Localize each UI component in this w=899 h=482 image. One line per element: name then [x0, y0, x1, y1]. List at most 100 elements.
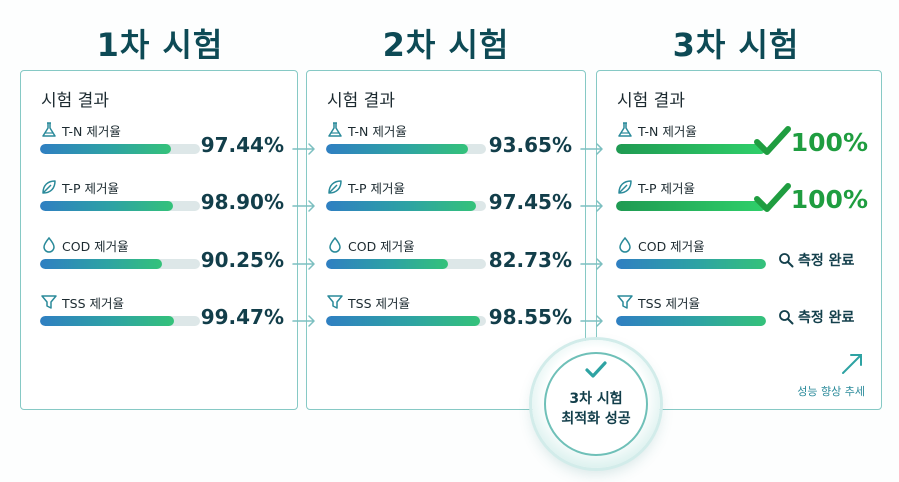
connector-arrow-icon [292, 258, 315, 270]
badge-line-1: 3차 시험 [569, 391, 623, 407]
badge-line-2: 최적화 성공 [561, 411, 631, 427]
metric-value: 93.65% [488, 133, 572, 157]
magnifier-icon [779, 253, 794, 268]
metric-row: COD 제거율 82.73% [306, 233, 586, 275]
flask-icon [326, 121, 344, 139]
drop-icon [326, 236, 344, 254]
funnel-icon [40, 293, 58, 311]
check-icon [585, 361, 607, 378]
metric-label: T-N 제거율 [348, 124, 407, 139]
metric-label: T-P 제거율 [62, 181, 120, 196]
progress-fill [616, 259, 766, 269]
round-1-title: 1차 시험 [96, 26, 224, 64]
metric-label: TSS 제거율 [638, 296, 700, 311]
metric-label: TSS 제거율 [62, 296, 124, 311]
round-2-title: 2차 시험 [382, 26, 510, 64]
progress-fill [40, 259, 162, 269]
metric-row: TSS 제거율 99.47% [20, 290, 298, 332]
metric-label: T-N 제거율 [638, 124, 697, 139]
round-3-panel: 시험 결과 성능 향상 추세 [596, 70, 882, 410]
progress-fill [326, 316, 480, 326]
trend-arrow-icon [842, 354, 862, 374]
metric-label: T-N 제거율 [62, 124, 121, 139]
progress-fill [616, 144, 766, 154]
connector-arrow-icon [580, 315, 603, 327]
metric-row: T-N 제거율 100% [596, 118, 882, 160]
metric-value: 99.47% [200, 305, 284, 329]
flask-icon [616, 121, 634, 139]
metric-value: 90.25% [200, 248, 284, 272]
metric-value: 98.90% [200, 190, 284, 214]
leaf-icon [326, 178, 344, 196]
progress-fill [616, 316, 766, 326]
measured-status: 측정 완료 [778, 250, 854, 270]
progress-track [326, 201, 486, 211]
progress-track [40, 259, 200, 269]
measured-status: 측정 완료 [778, 307, 854, 327]
progress-track [616, 201, 766, 211]
progress-fill [40, 316, 175, 326]
badge-inner-ring [544, 352, 648, 456]
metric-label: COD 제거율 [62, 239, 129, 254]
metric-label: COD 제거율 [638, 239, 705, 254]
progress-track [40, 144, 200, 154]
metric-label: TSS 제거율 [348, 296, 410, 311]
connector-arrow-icon [292, 143, 315, 155]
connector-arrow-icon [292, 200, 315, 212]
metric-row: COD 제거율 90.25% [20, 233, 298, 275]
metric-value: 82.73% [488, 248, 572, 272]
metric-row: T-P 제거율 97.45% [306, 175, 586, 217]
progress-track [326, 259, 486, 269]
progress-fill [326, 259, 448, 269]
checkmark-icon [754, 183, 791, 212]
progress-fill [40, 201, 173, 211]
metric-value: 97.45% [488, 190, 572, 214]
success-badge: 3차 시험 최적화 성공 [532, 340, 660, 468]
connector-arrow-icon [292, 315, 315, 327]
connector-arrow-icon [580, 258, 603, 270]
flask-icon [40, 121, 58, 139]
metric-row: T-P 제거율 98.90% [20, 175, 298, 217]
metric-value: 100% [790, 185, 868, 214]
drop-icon [40, 236, 58, 254]
progress-track [616, 316, 766, 326]
panel-heading: 시험 결과 [327, 91, 395, 111]
progress-track [616, 144, 766, 154]
metric-row: T-P 제거율 100% [596, 175, 882, 217]
trend-label: 성능 향상 추세 [797, 385, 865, 398]
progress-track [40, 316, 200, 326]
connector-arrow-icon [580, 143, 603, 155]
metric-row: T-N 제거율 93.65% [306, 118, 586, 160]
progress-fill [326, 201, 477, 211]
metric-label: COD 제거율 [348, 239, 415, 254]
magnifier-icon [779, 310, 794, 325]
leaf-icon [616, 178, 634, 196]
drop-icon [616, 236, 634, 254]
metric-label: T-P 제거율 [348, 181, 406, 196]
panel-heading: 시험 결과 [617, 91, 685, 111]
panel-heading: 시험 결과 [41, 91, 109, 111]
funnel-icon [326, 293, 344, 311]
metric-value: 100% [790, 128, 868, 157]
metric-value: 98.55% [488, 305, 572, 329]
round-3-title: 3차 시험 [672, 26, 800, 64]
metric-row: TSS 제거율 98.55% [306, 290, 586, 332]
round-2-panel: 시험 결과 [306, 70, 586, 410]
metric-value: 측정 완료 [798, 310, 855, 326]
progress-track [326, 316, 486, 326]
metric-row: T-N 제거율 97.44% [20, 118, 298, 160]
progress-fill [40, 144, 172, 154]
checkmark-icon [754, 126, 791, 155]
progress-track [40, 201, 200, 211]
connector-arrow-icon [580, 200, 603, 212]
leaf-icon [40, 178, 58, 196]
metric-value: 측정 완료 [798, 253, 855, 269]
progress-fill [616, 201, 766, 211]
metric-label: T-P 제거율 [638, 181, 696, 196]
round-1-panel: 시험 결과 [20, 70, 298, 410]
metric-value: 97.44% [200, 133, 284, 157]
progress-fill [326, 144, 469, 154]
funnel-icon [616, 293, 634, 311]
